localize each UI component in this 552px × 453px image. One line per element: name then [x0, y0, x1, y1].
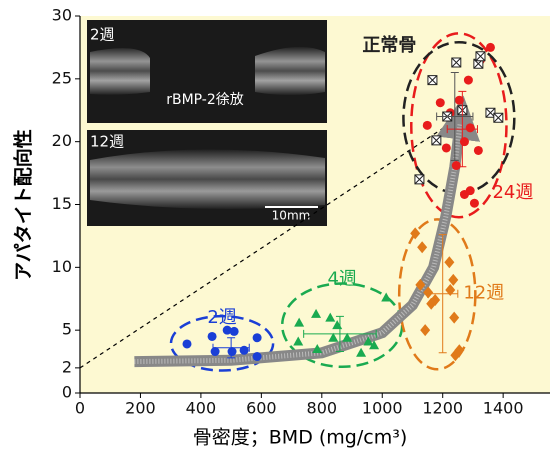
data-point	[441, 143, 451, 153]
x-tick-label: 600	[246, 399, 277, 418]
inset-label: 2週	[90, 26, 115, 44]
data-point	[410, 227, 421, 240]
data-point	[430, 294, 441, 307]
group-ellipse	[397, 218, 477, 371]
x-tick-label: 0	[75, 399, 85, 418]
data-point	[369, 340, 380, 350]
data-point	[435, 98, 445, 108]
data-point	[312, 344, 323, 354]
data-point	[473, 145, 483, 155]
data-point	[465, 186, 475, 196]
data-point	[227, 347, 237, 357]
x-axis-label: 骨密度；BMD (mg/cm³)	[193, 427, 407, 449]
data-point	[422, 120, 432, 130]
y-tick-label: 10	[52, 257, 72, 276]
data-point	[207, 331, 217, 341]
data-point	[449, 311, 460, 324]
data-point	[420, 324, 431, 337]
bone-shape	[90, 46, 325, 95]
series-label: 24週	[492, 182, 533, 203]
data-point	[293, 336, 304, 346]
data-point	[328, 332, 339, 342]
y-tick-label: 20	[52, 131, 72, 150]
series-label: 2週	[207, 307, 236, 328]
data-point	[381, 292, 392, 302]
data-point	[485, 107, 496, 118]
x-tick-label: 400	[186, 399, 217, 418]
data-point	[182, 339, 192, 349]
data-point	[444, 256, 455, 269]
error-bar-x	[446, 125, 478, 134]
data-point	[363, 336, 374, 346]
error-bar-x	[436, 112, 474, 121]
y-tick-label: 15	[52, 194, 72, 213]
data-point	[454, 95, 464, 105]
data-point	[485, 42, 495, 52]
x-tick-label: 1000	[362, 399, 403, 418]
data-point	[473, 58, 484, 69]
data-point	[493, 112, 504, 123]
data-point	[459, 137, 469, 147]
data-point	[465, 123, 475, 133]
y-axis-label: アパタイト配向性	[12, 129, 35, 281]
data-point	[463, 75, 473, 85]
bone-shape	[90, 149, 325, 209]
data-point	[311, 308, 322, 318]
data-point	[239, 345, 249, 355]
data-point	[252, 333, 262, 343]
y-tick-label: 30	[52, 6, 72, 25]
data-point	[222, 325, 232, 335]
data-point	[414, 174, 425, 185]
group-ellipse	[169, 314, 275, 372]
y-tick-label: 0	[62, 383, 72, 402]
data-point	[445, 283, 456, 296]
y-tick-label: 2	[62, 357, 72, 376]
data-point	[356, 347, 367, 357]
group-ellipse	[410, 32, 508, 219]
data-point	[451, 57, 462, 68]
data-point	[415, 278, 426, 291]
data-point	[229, 326, 239, 336]
data-point	[210, 347, 220, 357]
inset-label: 12週	[90, 133, 124, 151]
data-point	[454, 344, 465, 357]
y-tick-label: 25	[52, 68, 72, 87]
data-point	[469, 198, 479, 208]
data-point	[431, 135, 442, 146]
error-bar-x	[303, 329, 377, 338]
x-tick-label: 1200	[422, 399, 463, 418]
data-point	[342, 332, 353, 342]
data-point	[325, 312, 336, 322]
data-point	[451, 161, 461, 171]
inset-label: 10mm	[272, 209, 311, 223]
data-point	[423, 286, 434, 299]
data-point	[427, 75, 438, 86]
data-point	[252, 352, 262, 362]
series-label: 12週	[463, 282, 504, 303]
x-tick-label: 800	[307, 399, 338, 418]
series-label: 正常骨	[362, 34, 416, 56]
data-point	[417, 241, 428, 254]
inset-images: 2週 rBMP-2徐放 12週 10mm	[87, 20, 327, 226]
error-bar-x	[427, 289, 459, 298]
group-ellipse	[402, 40, 516, 195]
series-label: 4週	[327, 268, 356, 289]
data-point	[475, 51, 486, 62]
data-point	[448, 273, 459, 286]
error-bar-x	[212, 343, 250, 352]
x-tick-label: 1400	[483, 399, 524, 418]
data-point	[294, 317, 305, 327]
x-tick-label: 200	[125, 399, 156, 418]
y-tick-label: 5	[62, 320, 72, 339]
inset-label: rBMP-2徐放	[166, 92, 244, 108]
